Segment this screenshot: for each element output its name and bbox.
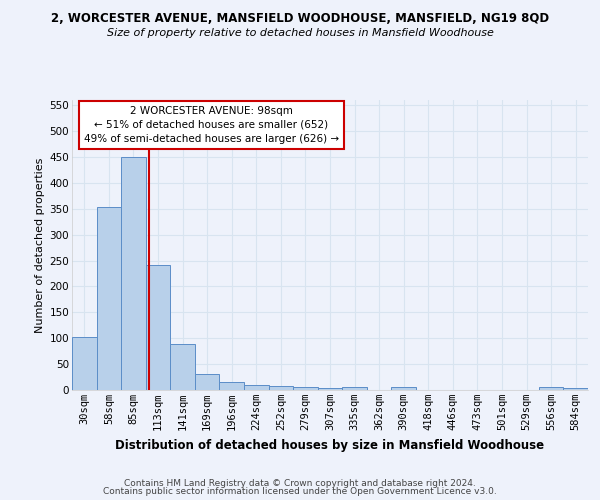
Text: Contains public sector information licensed under the Open Government Licence v3: Contains public sector information licen… bbox=[103, 487, 497, 496]
Bar bbox=[244, 385, 269, 390]
Bar bbox=[318, 388, 342, 390]
Text: Contains HM Land Registry data © Crown copyright and database right 2024.: Contains HM Land Registry data © Crown c… bbox=[124, 478, 476, 488]
Bar bbox=[539, 388, 563, 390]
Text: Size of property relative to detached houses in Mansfield Woodhouse: Size of property relative to detached ho… bbox=[107, 28, 493, 38]
Bar bbox=[293, 388, 318, 390]
X-axis label: Distribution of detached houses by size in Mansfield Woodhouse: Distribution of detached houses by size … bbox=[115, 438, 545, 452]
Bar bbox=[563, 388, 588, 390]
Bar bbox=[121, 157, 146, 390]
Bar bbox=[220, 382, 244, 390]
Y-axis label: Number of detached properties: Number of detached properties bbox=[35, 158, 46, 332]
Bar bbox=[195, 374, 220, 390]
Bar bbox=[342, 388, 367, 390]
Bar bbox=[146, 264, 170, 390]
Bar bbox=[97, 207, 121, 390]
Bar bbox=[170, 344, 195, 390]
Bar bbox=[269, 386, 293, 390]
Text: 2 WORCESTER AVENUE: 98sqm
← 51% of detached houses are smaller (652)
49% of semi: 2 WORCESTER AVENUE: 98sqm ← 51% of detac… bbox=[84, 106, 339, 144]
Bar bbox=[72, 336, 97, 390]
Bar bbox=[391, 387, 416, 390]
Text: 2, WORCESTER AVENUE, MANSFIELD WOODHOUSE, MANSFIELD, NG19 8QD: 2, WORCESTER AVENUE, MANSFIELD WOODHOUSE… bbox=[51, 12, 549, 26]
